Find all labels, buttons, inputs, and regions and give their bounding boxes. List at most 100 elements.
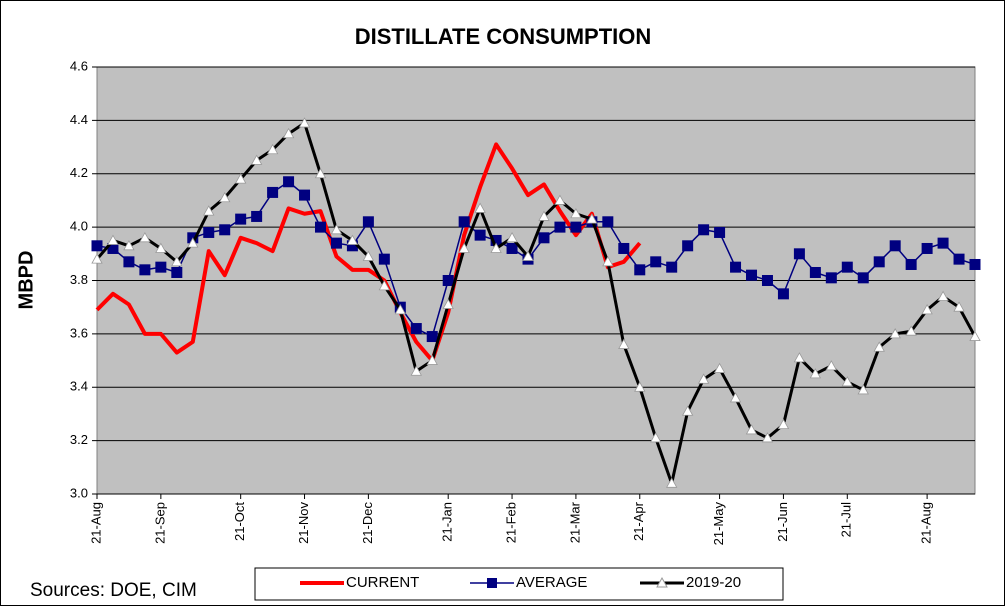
- marker: [666, 477, 678, 488]
- marker: [921, 304, 933, 315]
- x-tick-label: 21-Jun: [775, 502, 790, 542]
- marker: [442, 298, 454, 309]
- marker: [793, 352, 806, 363]
- x-tick-label: 21-Jul: [839, 502, 854, 538]
- marker: [235, 213, 247, 225]
- series-line: [95, 142, 642, 363]
- marker: [650, 256, 662, 268]
- marker: [123, 256, 135, 268]
- x-tick-label: 21-Apr: [631, 501, 646, 541]
- marker: [538, 232, 550, 244]
- marker: [314, 167, 327, 179]
- marker: [809, 368, 822, 379]
- x-tick-label: 21-Jan: [440, 502, 455, 542]
- marker: [618, 338, 630, 349]
- marker: [362, 216, 374, 228]
- marker: [139, 264, 151, 276]
- marker: [410, 365, 422, 376]
- marker: [554, 221, 566, 233]
- marker: [825, 272, 837, 284]
- marker: [234, 173, 247, 184]
- marker: [889, 240, 901, 252]
- marker: [282, 127, 295, 139]
- y-tick-label: 4.6: [70, 58, 88, 73]
- marker: [506, 231, 518, 243]
- marker: [602, 255, 614, 267]
- marker: [299, 189, 311, 201]
- x-tick-label: 21-Mar: [567, 501, 582, 543]
- marker: [330, 237, 342, 249]
- marker: [203, 226, 215, 238]
- marker: [969, 258, 981, 270]
- marker: [921, 242, 933, 254]
- source: Sources: DOE, CIM: [30, 580, 197, 601]
- legend-label: AVERAGE: [516, 574, 587, 591]
- marker: [283, 176, 295, 188]
- marker: [714, 226, 726, 238]
- y-tick-label: 3.4: [70, 379, 88, 394]
- marker: [857, 384, 869, 395]
- marker: [682, 240, 694, 252]
- marker: [346, 234, 359, 245]
- marker: [426, 354, 438, 365]
- marker: [250, 154, 263, 165]
- marker: [905, 325, 917, 336]
- x-tick-label: 21-Aug: [88, 502, 103, 544]
- marker: [745, 424, 758, 435]
- y-tick-label: 4.2: [70, 165, 88, 180]
- marker: [713, 362, 726, 373]
- y-tick-label: 3.8: [70, 272, 88, 287]
- marker: [634, 264, 646, 276]
- marker: [474, 229, 486, 241]
- marker: [330, 223, 343, 235]
- x-tick-label: 21-Nov: [296, 502, 311, 544]
- x-tick-label: 21-May: [711, 502, 726, 546]
- marker: [458, 242, 470, 253]
- marker: [841, 261, 853, 273]
- marker: [378, 253, 390, 265]
- marker: [793, 248, 805, 260]
- marker: [666, 261, 678, 273]
- marker: [219, 224, 231, 236]
- marker: [698, 224, 710, 236]
- marker: [825, 360, 838, 371]
- marker: [586, 213, 598, 224]
- marker: [155, 261, 167, 273]
- x-tick-label: 21-Aug: [919, 502, 934, 544]
- y-tick-label: 3.2: [70, 432, 88, 447]
- marker: [378, 280, 391, 291]
- marker: [490, 242, 502, 253]
- marker: [522, 250, 534, 261]
- marker: [410, 323, 422, 335]
- marker: [251, 210, 263, 222]
- marker: [697, 373, 710, 384]
- marker: [187, 237, 199, 248]
- marker: [650, 432, 662, 443]
- marker: [729, 392, 742, 403]
- marker: [570, 207, 582, 219]
- y-tick-label: 3.0: [70, 485, 88, 500]
- x-tick-label: 21-Sep: [152, 502, 167, 544]
- marker: [298, 117, 311, 128]
- legend-label: CURRENT: [346, 574, 419, 591]
- y-axis-label: MBPD: [15, 251, 37, 310]
- marker: [730, 261, 742, 273]
- marker: [857, 272, 869, 284]
- marker: [139, 231, 151, 243]
- marker: [937, 237, 949, 249]
- marker: [203, 205, 215, 216]
- x-tick-label: 21-Dec: [360, 502, 375, 544]
- marker: [155, 242, 167, 253]
- marker: [426, 331, 438, 343]
- marker: [171, 255, 183, 267]
- marker: [953, 253, 965, 265]
- marker: [777, 418, 790, 430]
- y-tick-label: 4.4: [70, 112, 88, 127]
- y-tick-label: 3.6: [70, 325, 88, 340]
- marker: [889, 328, 901, 339]
- marker: [266, 143, 279, 155]
- marker: [91, 253, 103, 264]
- marker: [538, 210, 550, 221]
- marker: [618, 242, 630, 254]
